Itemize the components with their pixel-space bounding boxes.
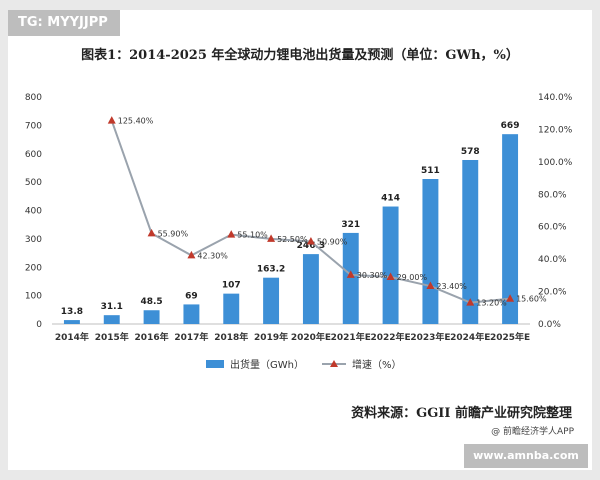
x-axis-tick-label: 2023年E	[410, 331, 450, 343]
bar-value-label: 578	[461, 147, 480, 157]
bar-value-label: 31.1	[101, 302, 123, 312]
x-axis-tick-label: 2015年	[95, 331, 129, 343]
x-axis-tick-label: 2018年	[214, 331, 248, 343]
x-axis-tick-label: 2025年E	[490, 331, 530, 343]
x-axis-tick-label: 2024年E	[450, 331, 490, 343]
bar-value-label: 511	[421, 166, 440, 176]
bar-value-label: 669	[501, 121, 520, 131]
left-axis-tick-label: 500	[25, 178, 42, 188]
legend-bar-label: 出货量（GWh）	[230, 358, 304, 371]
source-note: 资料来源：GGII 前瞻产业研究院整理	[351, 406, 572, 421]
bar	[103, 315, 120, 324]
credit-note: @ 前瞻经济学人APP	[491, 427, 574, 437]
bar	[462, 159, 479, 324]
growth-marker	[147, 228, 156, 237]
growth-value-label: 52.50%	[277, 235, 308, 244]
growth-marker	[306, 236, 315, 245]
chart-title: 图表1：2014-2025 年全球动力锂电池出货量及预测（单位：GWh，%）	[81, 48, 519, 63]
growth-marker	[506, 294, 515, 302]
growth-value-label: 30.30%	[357, 271, 388, 280]
chart-axes: 0 100 200 300 400 500 600 700 800 0.0% 20.0% 40.0% 6…	[25, 93, 573, 343]
growth-value-label: 15.60%	[516, 295, 547, 304]
right-axis-tick-label: 0.0%	[538, 320, 561, 330]
growth-line-series: 125.40% 55.90% 42.30% 55.10% 52.50% 50.90% 30.…	[107, 116, 547, 308]
bar-value-label: 107	[222, 281, 241, 291]
watermark-badge-bottom: www.amnba.com	[464, 444, 588, 468]
x-axis-tick-label: 2022年E	[370, 331, 410, 343]
growth-value-label: 50.90%	[317, 237, 348, 246]
bar-value-label: 321	[341, 220, 360, 230]
legend-line-marker	[330, 360, 338, 367]
right-axis-tick-label: 80.0%	[538, 190, 567, 200]
bar	[63, 320, 80, 324]
bar	[263, 277, 280, 324]
right-axis-tick-label: 20.0%	[538, 288, 567, 298]
growth-value-label: 55.10%	[237, 231, 268, 240]
growth-marker	[227, 230, 236, 238]
bar-value-label: 414	[381, 194, 400, 204]
bar	[143, 310, 160, 324]
right-axis-tick-label: 40.0%	[538, 255, 567, 265]
left-axis-tick-label: 600	[25, 150, 42, 160]
bar	[382, 206, 399, 324]
growth-value-label: 23.40%	[436, 282, 467, 291]
right-axis-tick-label: 120.0%	[538, 125, 573, 135]
bar-value-label: 48.5	[140, 297, 162, 307]
right-axis-tick-label: 60.0%	[538, 223, 567, 233]
legend-bar-swatch	[206, 360, 224, 368]
growth-value-label: 29.00%	[397, 273, 428, 282]
x-axis-tick-label: 2017年	[174, 331, 208, 343]
bar	[223, 293, 240, 324]
bar	[183, 304, 200, 324]
growth-value-label: 125.40%	[118, 117, 154, 126]
left-axis-tick-label: 800	[25, 93, 42, 103]
chart-legend: 出货量（GWh） 增速（%）	[206, 358, 402, 371]
x-axis-tick-label: 2019年	[254, 331, 288, 343]
left-axis-tick-label: 400	[25, 207, 42, 217]
growth-marker	[386, 272, 395, 280]
right-axis-tick-label: 100.0%	[538, 158, 573, 168]
x-axis-tick-label: 2020年E	[291, 331, 331, 343]
bar-value-label: 246.3	[297, 241, 325, 251]
bar-value-label: 163.2	[257, 265, 285, 275]
bar-value-label: 69	[185, 291, 198, 301]
bar-series: 13.8 31.1 48.5 69 107 163.2 246.3 321 414 511 578 6…	[61, 121, 520, 324]
left-axis-tick-label: 700	[25, 121, 42, 131]
legend-line-label: 增速（%）	[352, 358, 402, 371]
bar	[502, 134, 519, 324]
growth-marker	[346, 270, 355, 278]
growth-marker	[107, 116, 116, 124]
growth-marker	[187, 250, 196, 259]
x-axis-tick-label: 2014年	[55, 331, 89, 343]
watermark-badge-top: TG: MYYJJPP	[8, 10, 120, 36]
bar	[302, 254, 319, 324]
left-axis-tick-label: 300	[25, 235, 42, 245]
left-axis-tick-label: 100	[25, 292, 42, 302]
growth-marker	[466, 298, 475, 306]
right-axis-tick-label: 140.0%	[538, 93, 573, 103]
x-axis-tick-label: 2021年E	[331, 331, 371, 343]
growth-marker	[267, 234, 276, 242]
growth-value-label: 13.20%	[476, 299, 507, 308]
growth-value-label: 42.30%	[197, 251, 228, 260]
bar-value-label: 13.8	[61, 307, 83, 317]
growth-value-label: 55.90%	[158, 229, 189, 238]
left-axis-tick-label: 200	[25, 263, 42, 273]
bar	[422, 179, 439, 324]
left-axis-tick-label: 0	[36, 320, 42, 330]
growth-marker	[426, 281, 435, 290]
x-axis-tick-label: 2016年	[135, 331, 169, 343]
bar	[342, 232, 359, 324]
